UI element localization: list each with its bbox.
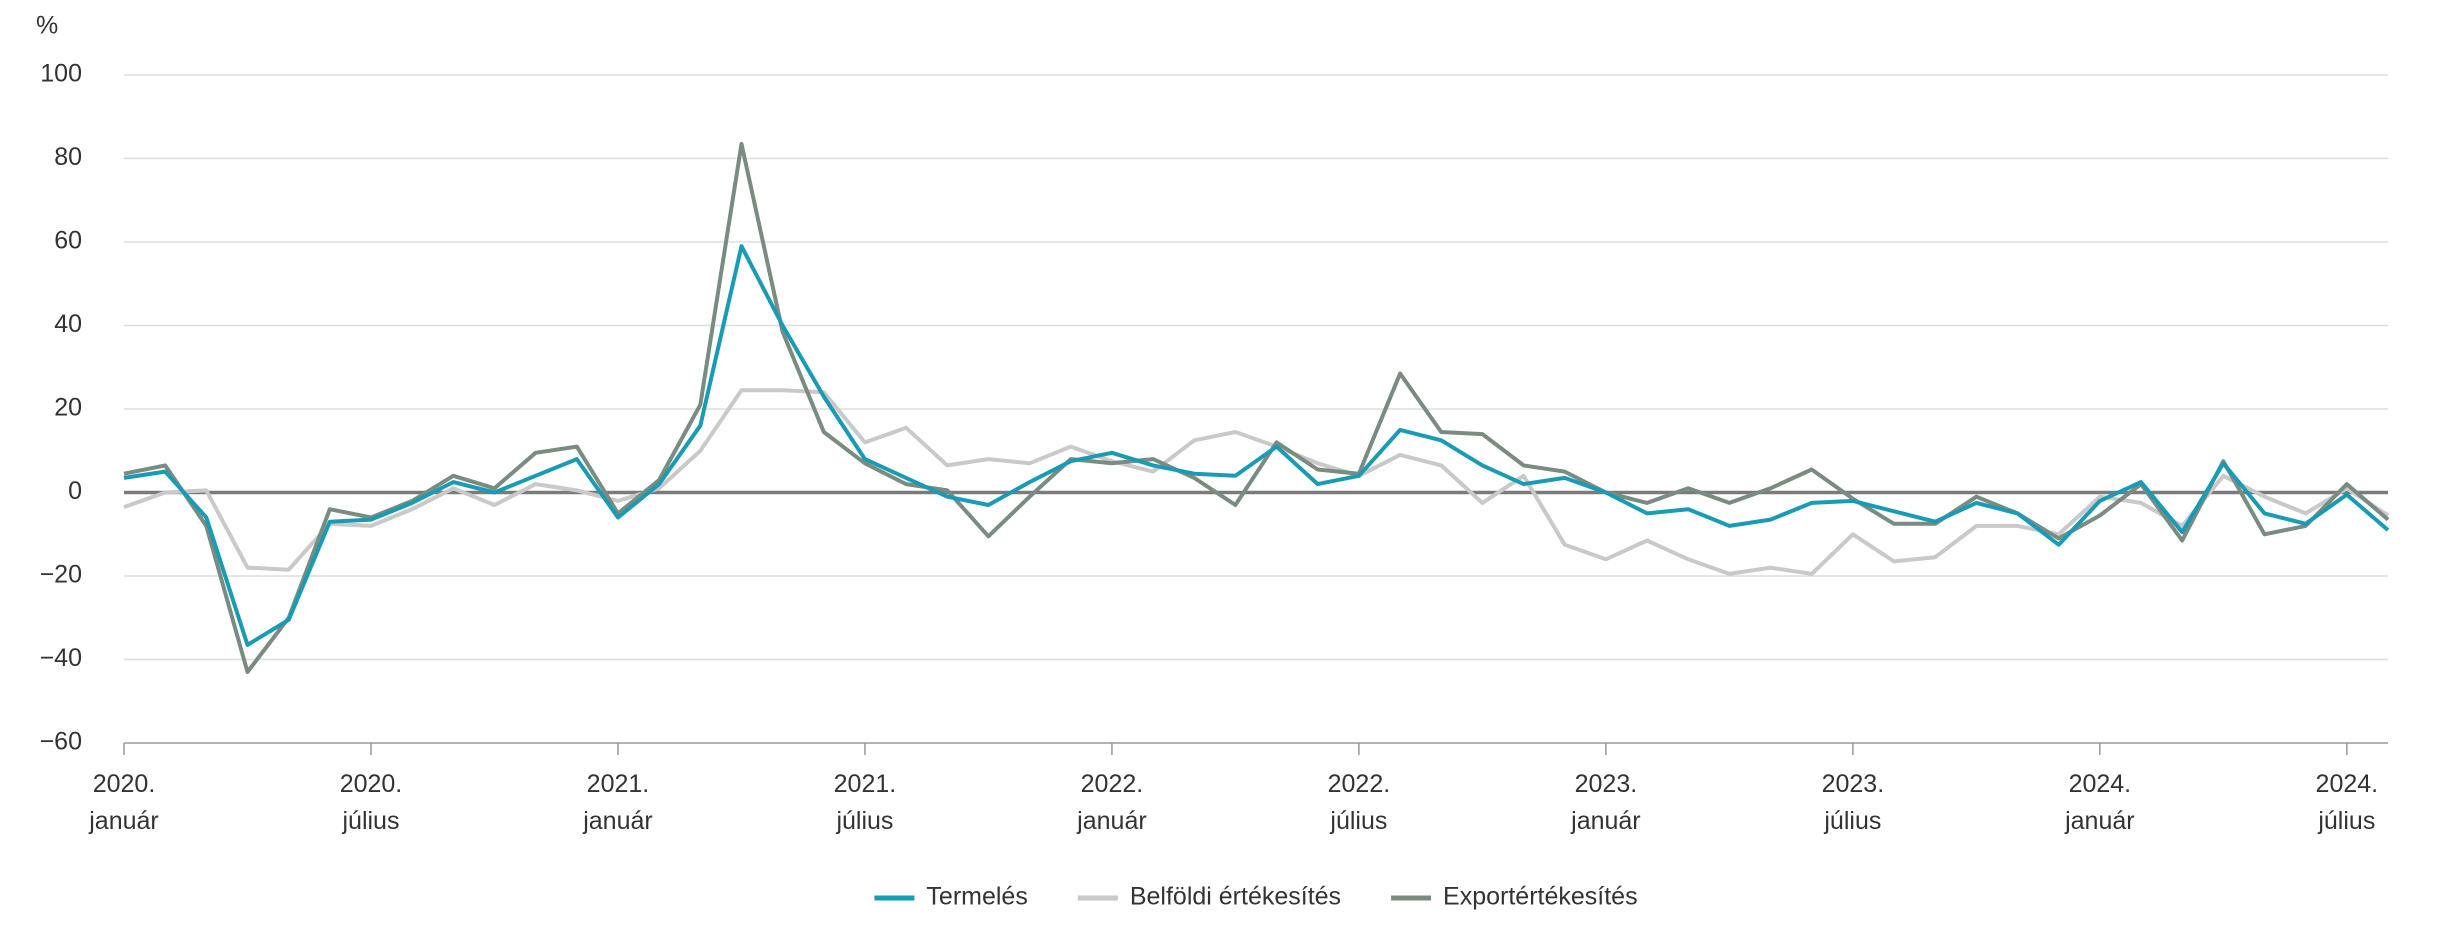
x-tick-label-line: 2021. bbox=[834, 770, 897, 798]
x-tick-label: 2021. január bbox=[582, 770, 653, 835]
x-tick-label-line: 2022. bbox=[1328, 770, 1391, 798]
x-tick-label-line: 2021. bbox=[587, 770, 650, 798]
x-tick-label-line: 2020. bbox=[340, 770, 403, 798]
x-tick-label: 2020. január bbox=[88, 770, 159, 835]
x-tick-label-line: július bbox=[1329, 807, 1387, 835]
x-tick-label-line: 2022. bbox=[1081, 770, 1144, 798]
y-tick-label: 0 bbox=[68, 477, 82, 505]
x-tick-label-line: január bbox=[1570, 807, 1641, 835]
y-tick-label: 100 bbox=[40, 60, 82, 88]
series-line bbox=[123, 388, 2390, 576]
x-tick-label: 2022. január bbox=[1076, 770, 1147, 835]
x-tick-label-line: január bbox=[88, 807, 159, 835]
x-tick-label-line: 2024. bbox=[2316, 770, 2379, 798]
y-tick-label: 80 bbox=[54, 143, 82, 171]
series-line bbox=[123, 141, 2390, 674]
y-tick-label: −20 bbox=[40, 561, 82, 589]
x-tick-label: 2023. január bbox=[1570, 770, 1641, 835]
y-tick-label: 60 bbox=[54, 227, 82, 255]
x-tick-label-line: július bbox=[1823, 807, 1881, 835]
x-tick-label-line: 2024. bbox=[2069, 770, 2132, 798]
x-tick-label-line: július bbox=[2317, 807, 2375, 835]
series-line bbox=[123, 244, 2390, 647]
x-tick-label: 2022. július bbox=[1328, 770, 1391, 835]
x-tick-label: 2024. január bbox=[2064, 770, 2135, 835]
x-tick-label-line: január bbox=[582, 807, 653, 835]
y-tick-label: −40 bbox=[40, 644, 82, 672]
x-tick-label-line: 2023. bbox=[1822, 770, 1885, 798]
x-tick-label-line: 2023. bbox=[1575, 770, 1638, 798]
x-tick-label-line: január bbox=[1076, 807, 1147, 835]
legend-label: Belföldi értékesítés bbox=[1130, 883, 1341, 911]
y-tick-label: −60 bbox=[40, 728, 82, 756]
x-tick-label: 2024. július bbox=[2316, 770, 2379, 835]
y-tick-label: 20 bbox=[54, 394, 82, 422]
y-tick-label: 40 bbox=[54, 310, 82, 338]
x-tick-label-line: 2020. bbox=[93, 770, 156, 798]
legend-label: Exportértékesítés bbox=[1443, 883, 1638, 911]
legend-label: Termelés bbox=[926, 883, 1027, 911]
legend: Termelés Belföldi értékesítés Exportértéke… bbox=[874, 883, 1638, 911]
x-tick-label: 2021. július bbox=[834, 770, 897, 835]
x-tick-label: 2023. július bbox=[1822, 770, 1885, 835]
x-tick-label-line: július bbox=[341, 807, 399, 835]
x-tick-label-line: január bbox=[2064, 807, 2135, 835]
x-tick-label-line: július bbox=[835, 807, 893, 835]
x-tick-label: 2020. július bbox=[340, 770, 403, 835]
y-unit: % bbox=[36, 12, 58, 40]
